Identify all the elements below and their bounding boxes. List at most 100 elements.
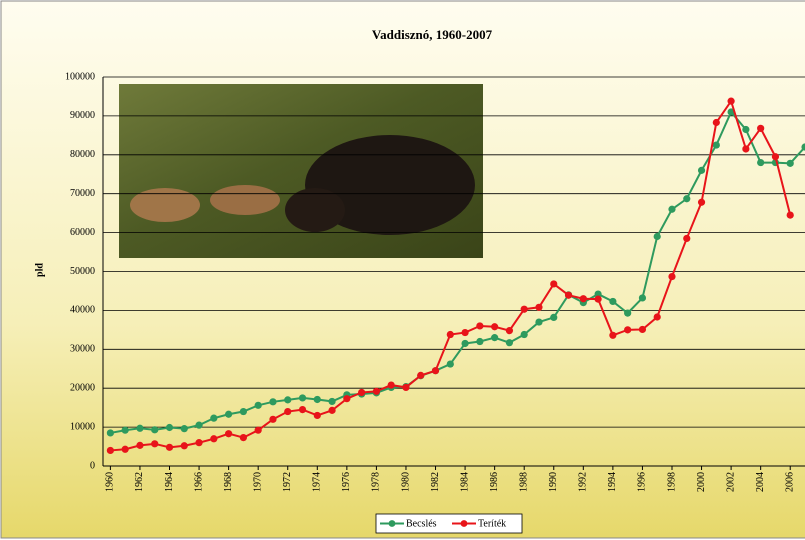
data-point [210,415,217,422]
data-point [639,294,646,301]
data-point [742,126,749,133]
data-point [772,153,779,160]
data-point [240,434,247,441]
x-tick-label: 1976 [341,472,352,492]
data-point [698,199,705,206]
data-point [328,407,335,414]
photo [119,84,483,258]
y-tick-label: 40000 [70,305,95,316]
legend-label: Becslés [406,518,437,529]
x-tick-label: 2004 [755,472,766,492]
data-point [388,381,395,388]
x-tick-label: 1996 [637,472,648,492]
data-point [668,206,675,213]
y-tick-label: 60000 [70,227,95,238]
data-point [757,125,764,132]
x-tick-label: 1984 [459,472,470,492]
data-point [713,141,720,148]
data-point [122,446,129,453]
data-point [151,440,158,447]
x-tick-label: 1986 [489,472,500,492]
x-tick-label: 1968 [223,472,234,492]
y-tick-label: 100000 [65,71,95,82]
data-point [757,159,764,166]
data-point [491,334,498,341]
x-tick-label: 1960 [105,472,116,492]
data-point [550,314,557,321]
data-point [314,412,321,419]
data-point [461,329,468,336]
data-point [210,435,217,442]
x-tick-label: 1992 [578,472,589,492]
x-tick-label: 2006 [785,472,796,492]
data-point [107,447,114,454]
data-point [609,298,616,305]
data-point [343,395,350,402]
data-point [476,338,483,345]
data-point [476,322,483,329]
data-point [122,427,129,434]
data-point [151,426,158,433]
x-tick-label: 1980 [400,472,411,492]
x-tick-label: 1964 [164,472,175,492]
data-point [521,306,528,313]
x-tick-label: 1998 [666,472,677,492]
legend-label: Teríték [478,518,506,529]
x-tick-label: 1974 [312,472,323,492]
data-point [535,304,542,311]
data-point [284,396,291,403]
legend-marker [461,520,468,527]
y-tick-label: 20000 [70,382,95,393]
data-point [683,235,690,242]
data-point [506,339,513,346]
data-point [269,398,276,405]
x-tick-label: 2000 [696,472,707,492]
x-tick-label: 1962 [134,472,145,492]
data-point [402,384,409,391]
data-point [654,313,661,320]
chart-background [1,1,805,538]
data-point [432,367,439,374]
data-point [594,296,601,303]
legend: Becslés Teríték [376,514,522,533]
data-point [107,429,114,436]
data-point [565,292,572,299]
x-tick-label: 1994 [607,472,618,492]
data-point [225,430,232,437]
data-point [639,326,646,333]
data-point [447,360,454,367]
data-point [195,439,202,446]
data-point [550,280,557,287]
data-point [195,422,202,429]
x-tick-label: 1978 [371,472,382,492]
data-point [461,340,468,347]
data-point [166,444,173,451]
data-point [521,331,528,338]
data-point [299,394,306,401]
chart: Vaddisznó, 1960-2007 pld 010000200003000… [0,0,805,540]
data-point [136,442,143,449]
data-point [447,331,454,338]
data-point [624,310,631,317]
y-tick-label: 90000 [70,110,95,121]
data-point [506,327,513,334]
data-point [787,160,794,167]
data-point [580,295,587,302]
x-tick-label: 1988 [518,472,529,492]
data-point [136,425,143,432]
data-point [535,318,542,325]
data-point [181,425,188,432]
data-point [654,233,661,240]
data-point [328,398,335,405]
data-point [683,195,690,202]
x-tick-label: 2002 [725,472,736,492]
data-point [181,442,188,449]
chart-title: Vaddisznó, 1960-2007 [372,27,493,42]
data-point [713,119,720,126]
x-tick-label: 1972 [282,472,293,492]
data-point [299,406,306,413]
x-tick-label: 1982 [430,472,441,492]
y-tick-label: 50000 [70,266,95,277]
y-tick-label: 0 [90,460,95,471]
data-point [269,416,276,423]
